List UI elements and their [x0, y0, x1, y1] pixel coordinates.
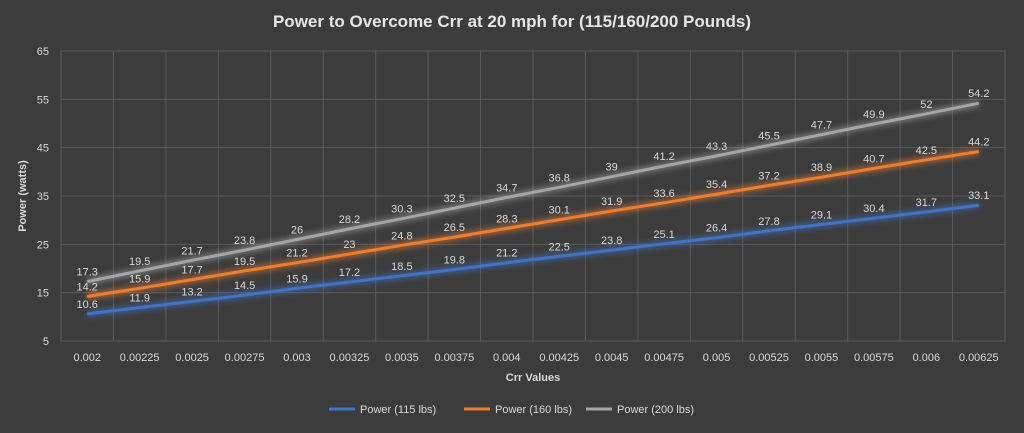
y-axis-title: Power (watts) [17, 160, 29, 232]
x-tick-label: 0.006 [913, 352, 941, 364]
data-label: 37.2 [758, 170, 779, 182]
data-label: 34.7 [496, 182, 517, 194]
data-label: 27.8 [758, 216, 779, 228]
data-label: 23.8 [601, 235, 622, 247]
data-label: 54.2 [968, 88, 989, 100]
data-label: 45.5 [758, 130, 779, 142]
data-label: 19.5 [129, 256, 150, 268]
x-axis-title: Crr Values [506, 372, 560, 384]
y-tick-label: 65 [37, 46, 49, 58]
x-tick-label: 0.00525 [749, 352, 789, 364]
data-label: 22.5 [549, 241, 570, 253]
data-label: 23 [343, 239, 355, 251]
data-label: 15.9 [129, 273, 150, 285]
x-tick-label: 0.004 [493, 352, 521, 364]
x-tick-label: 0.003 [283, 352, 311, 364]
data-label: 43.3 [706, 141, 727, 153]
x-tick-label: 0.0035 [385, 352, 419, 364]
y-axis-ticks: 5 15 25 35 45 55 65 [37, 46, 49, 348]
x-tick-label: 0.002 [73, 352, 101, 364]
data-label: 49.9 [863, 109, 884, 121]
data-label: 36.8 [549, 172, 570, 184]
data-label: 14.5 [234, 280, 255, 292]
x-tick-label: 0.005 [703, 352, 731, 364]
data-label: 30.4 [863, 203, 884, 215]
data-label: 52 [920, 99, 932, 111]
y-tick-label: 5 [43, 336, 49, 348]
legend-label: Power (115 lbs) [360, 404, 436, 416]
x-tick-label: 0.00475 [644, 352, 684, 364]
y-tick-label: 35 [37, 191, 49, 203]
data-label: 47.7 [811, 120, 832, 132]
data-label: 28.2 [339, 214, 360, 226]
y-tick-label: 15 [37, 288, 49, 300]
data-label: 24.8 [391, 230, 412, 242]
x-tick-label: 0.00275 [225, 352, 265, 364]
x-tick-label: 0.0045 [595, 352, 629, 364]
data-label: 38.9 [811, 162, 832, 174]
data-label: 21.2 [496, 248, 517, 260]
series-line [86, 150, 980, 298]
data-label: 13.2 [181, 286, 202, 298]
data-label: 17.3 [77, 267, 98, 279]
data-label: 18.5 [391, 261, 412, 273]
data-label: 30.1 [549, 205, 570, 217]
data-labels: 10.6 11.9 13.2 14.5 15.9 17.2 18.5 19.8 21.2 22.5… [77, 88, 990, 311]
series-lines [86, 99, 980, 318]
data-label: 14.2 [77, 282, 98, 294]
data-label: 29.1 [811, 210, 832, 222]
x-tick-label: 0.00225 [120, 352, 160, 364]
data-label: 21.7 [181, 245, 202, 257]
x-tick-label: 0.00575 [854, 352, 894, 364]
data-label: 41.2 [653, 151, 674, 163]
gridlines [60, 50, 1006, 342]
data-label: 44.2 [968, 137, 989, 149]
x-tick-label: 0.0055 [805, 352, 839, 364]
x-tick-label: 0.0025 [175, 352, 209, 364]
legend-label: Power (160 lbs) [495, 404, 572, 416]
data-label: 15.9 [286, 273, 307, 285]
data-label: 26.5 [444, 222, 465, 234]
y-tick-label: 25 [37, 239, 49, 251]
data-label: 31.7 [916, 197, 937, 209]
data-label: 23.8 [234, 235, 255, 247]
data-label: 19.8 [444, 254, 465, 266]
data-label: 17.2 [339, 267, 360, 279]
data-label: 11.9 [129, 293, 150, 305]
data-label: 17.7 [181, 265, 202, 277]
data-label: 31.9 [601, 196, 622, 208]
data-label: 26.4 [706, 223, 727, 235]
data-label: 10.6 [77, 299, 98, 311]
series-line [87, 203, 979, 316]
x-tick-label: 0.00425 [539, 352, 579, 364]
data-label: 33.1 [968, 190, 989, 202]
y-tick-label: 55 [37, 94, 49, 106]
x-tick-label: 0.00325 [330, 352, 370, 364]
data-label: 39 [606, 162, 618, 174]
data-label: 42.5 [916, 145, 937, 157]
series-line [86, 101, 980, 284]
data-label: 30.3 [391, 204, 412, 216]
x-tick-label: 0.00625 [959, 352, 999, 364]
legend: Power (115 lbs) Power (160 lbs) Power (200… [329, 404, 694, 416]
legend-label: Power (200 lbs) [617, 404, 694, 416]
data-label: 28.3 [496, 213, 517, 225]
y-tick-label: 45 [37, 143, 49, 155]
data-label: 19.5 [234, 256, 255, 268]
data-label: 33.6 [653, 188, 674, 200]
x-tick-label: 0.00375 [434, 352, 474, 364]
x-axis-ticks: 0.002 0.00225 0.0025 0.00275 0.003 0.00325 0.0… [73, 352, 998, 364]
data-label: 32.5 [444, 193, 465, 205]
data-label: 21.2 [286, 248, 307, 260]
data-label: 35.4 [706, 179, 727, 191]
data-label: 25.1 [653, 229, 674, 241]
data-label: 26 [291, 225, 303, 237]
chart-title: Power to Overcome Crr at 20 mph for (115… [273, 12, 751, 31]
data-label: 40.7 [863, 153, 884, 165]
